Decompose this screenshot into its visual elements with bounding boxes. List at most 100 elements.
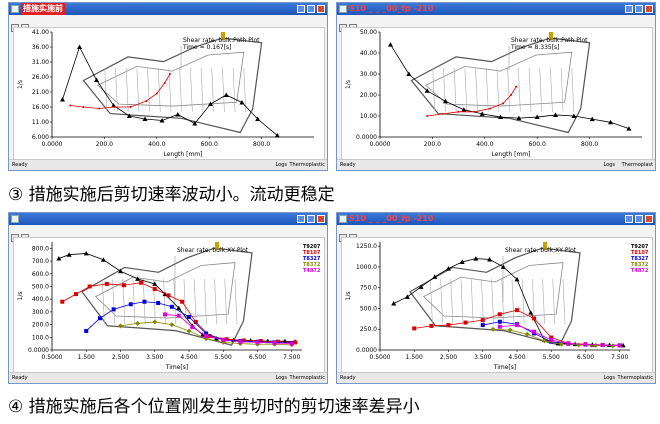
close-button[interactable] xyxy=(645,5,653,13)
x-tick-label: 4.500 xyxy=(180,354,197,361)
y-tick-label: 750.0 xyxy=(360,285,377,292)
plot-area[interactable]: 0.0000 100.0 200.0 300.0 400.0 500.0 600.0 700.… xyxy=(13,237,325,373)
x-tick-label: 2.500 xyxy=(440,354,457,361)
data-point xyxy=(255,340,260,345)
data-point xyxy=(583,342,588,347)
y-tick-label: 40.00 xyxy=(360,50,377,57)
y-tick-label: 100.0 xyxy=(32,334,49,341)
logs-button[interactable]: Logs xyxy=(603,375,615,381)
status-ready: Ready xyxy=(340,162,356,168)
data-point xyxy=(193,320,198,325)
maximize-button[interactable] xyxy=(307,5,315,13)
x-tick-label: 4.500 xyxy=(508,354,525,361)
mesh-line xyxy=(112,279,115,324)
mesh-line xyxy=(511,279,515,324)
mesh-line xyxy=(539,68,543,112)
data-point xyxy=(176,305,182,311)
mesh-line xyxy=(552,279,556,324)
plot-area[interactable]: 0.0000 250.0 500.0 750.0 1000.0 1250.0 0.5000 1… xyxy=(341,237,653,373)
minimize-button[interactable] xyxy=(625,215,633,223)
data-point xyxy=(175,112,181,117)
legend-entry: T4872 xyxy=(631,268,649,274)
mesh-line xyxy=(430,279,433,324)
minimize-button[interactable] xyxy=(297,5,305,13)
logs-button[interactable]: Logs xyxy=(275,375,287,381)
x-axis-label: Length [mm] xyxy=(492,151,531,158)
data-point xyxy=(497,312,502,317)
data-point xyxy=(489,107,492,110)
data-point xyxy=(152,281,158,286)
window-title: 措施实施前 xyxy=(21,3,65,15)
thermoplastic-tab[interactable]: Thermoplastic xyxy=(289,162,325,168)
data-point xyxy=(515,85,518,88)
mesh-line xyxy=(204,279,207,324)
maximize-button[interactable] xyxy=(307,215,315,223)
data-point xyxy=(412,326,417,331)
minimize-button[interactable] xyxy=(625,5,633,13)
mesh-line xyxy=(115,68,118,112)
data-point xyxy=(77,44,83,49)
data-point xyxy=(524,331,530,337)
data-point xyxy=(113,106,116,108)
y-tick-label: 700.0 xyxy=(32,258,49,265)
data-point xyxy=(117,323,123,329)
series-line xyxy=(390,44,630,129)
mesh-line xyxy=(214,279,217,324)
mesh-line xyxy=(475,68,478,112)
part-outline xyxy=(82,37,263,134)
data-point xyxy=(60,299,65,304)
window-before-path: 措施实施前 6.000 11.00 16.00 21.00 26.00 31.00 36.0… xyxy=(8,2,328,171)
y-tick-label: 800.0 xyxy=(32,245,49,252)
legend-entry: T8372 xyxy=(631,262,649,268)
part-inner-outline xyxy=(422,262,564,319)
status-bar: Ready Logs Thermoplastic xyxy=(337,372,655,383)
x-tick-label: 0.0000 xyxy=(370,141,391,148)
data-point xyxy=(500,264,506,269)
legend-entry: T8327 xyxy=(303,256,321,262)
data-point xyxy=(241,338,246,343)
logs-button[interactable]: Logs xyxy=(275,162,287,168)
data-point xyxy=(152,287,157,292)
close-button[interactable] xyxy=(317,5,325,13)
title-bar[interactable]: S10 _ _ _00_fp -210 xyxy=(337,3,655,15)
mesh-line xyxy=(125,68,129,112)
minimize-button[interactable] xyxy=(297,215,305,223)
y-axis-label: 1/s xyxy=(345,80,352,89)
mesh-line xyxy=(450,279,454,324)
toolbar xyxy=(11,227,31,242)
legend-entry: T8107 xyxy=(631,250,649,256)
maximize-button[interactable] xyxy=(635,215,643,223)
data-point xyxy=(514,276,520,282)
mesh-line xyxy=(470,279,474,324)
data-point xyxy=(258,339,263,344)
logs-button[interactable]: Logs xyxy=(603,162,615,168)
thermoplastic-tab[interactable]: Thermoplast xyxy=(621,162,653,168)
title-bar[interactable]: S10 _ _ _00_fp -210 xyxy=(337,213,655,225)
mesh-line xyxy=(453,68,457,112)
series-line xyxy=(58,253,296,343)
plot-area[interactable]: 0.0000 10.00 20.00 30.00 40.00 50.00 0.0000 200… xyxy=(341,27,653,160)
data-point xyxy=(203,336,209,342)
close-button[interactable] xyxy=(317,215,325,223)
x-tick-label: 600.0 xyxy=(201,141,218,148)
data-point xyxy=(69,104,72,107)
plot-area[interactable]: 6.000 11.00 16.00 21.00 26.00 31.00 36.00 41.00… xyxy=(13,27,325,160)
data-point xyxy=(82,106,85,108)
data-point xyxy=(532,316,537,321)
title-bar[interactable]: 措施实施前 xyxy=(9,3,327,15)
y-tick-label: 300.0 xyxy=(32,309,49,316)
close-button[interactable] xyxy=(645,215,653,223)
thermoplastic-tab[interactable]: Thermoplastic xyxy=(289,375,325,381)
y-tick-label: 600.0 xyxy=(32,271,49,278)
mesh-line xyxy=(562,279,566,324)
data-point xyxy=(553,112,559,117)
data-point xyxy=(159,118,165,123)
data-point xyxy=(610,343,616,349)
thermoplastic-tab[interactable]: Thermoplastic xyxy=(617,375,653,381)
mesh-line xyxy=(440,279,443,324)
title-bar[interactable] xyxy=(9,213,327,225)
data-point xyxy=(514,323,519,328)
maximize-button[interactable] xyxy=(635,5,643,13)
data-point xyxy=(142,116,148,121)
data-point xyxy=(608,119,614,125)
